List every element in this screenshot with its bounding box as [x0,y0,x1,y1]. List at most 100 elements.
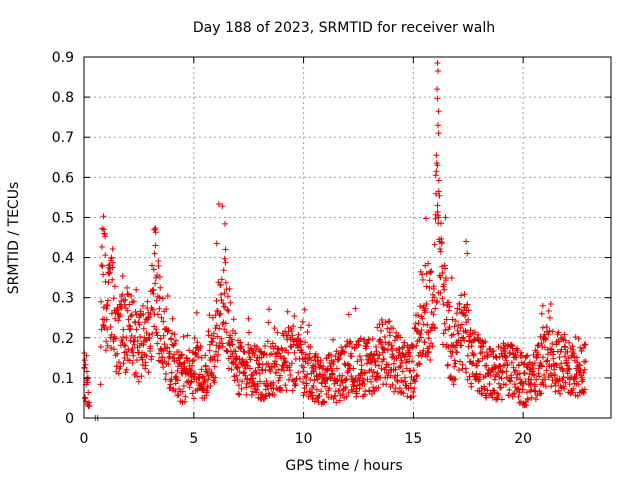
data-point [160,347,167,354]
y-tick-label: 0.7 [52,130,74,146]
data-point [182,393,189,400]
data-point [435,214,442,221]
data-point [556,338,563,345]
data-point [513,375,520,381]
data-point [392,366,399,373]
data-point [438,220,444,227]
data-point [314,376,321,383]
data-point [451,323,458,330]
data-point [334,365,340,372]
data-point [127,313,134,320]
data-point [448,353,455,360]
data-point [436,238,443,245]
data-point [364,339,371,346]
data-point [326,385,333,392]
data-point [189,362,195,369]
data-point [108,254,115,261]
data-point [222,320,229,327]
data-point [552,388,559,395]
data-point [434,60,441,66]
data-point [83,368,90,375]
data-point [291,349,298,356]
data-point [312,350,319,357]
data-point [165,327,172,334]
data-point [409,358,416,365]
data-point [526,366,533,373]
data-point [189,390,196,397]
data-point [221,255,228,262]
data-point [191,335,198,341]
data-point [531,360,538,366]
data-point [539,363,545,370]
data-point [124,307,131,314]
data-point [472,374,479,381]
data-point [264,383,271,390]
data-point [406,353,413,360]
data-point [223,347,230,354]
data-point [103,301,110,308]
data-point [430,286,437,292]
data-point [401,339,408,346]
x-tick-label: 10 [295,431,313,447]
data-point [306,322,312,329]
data-point [226,285,233,292]
data-point [100,271,107,278]
data-point [162,376,169,383]
data-point [169,330,175,337]
data-point [122,296,129,303]
data-point [525,376,532,383]
data-point [581,342,588,348]
data-point [399,344,406,351]
data-point [449,316,456,323]
data-point [306,350,313,357]
data-point [448,275,455,281]
data-point [502,381,509,388]
data-point [463,369,470,376]
data-point [430,311,437,318]
data-point [117,363,124,370]
data-point [349,388,356,395]
data-point [105,297,111,304]
data-point [407,368,414,374]
data-point [478,391,485,397]
data-point [175,392,182,399]
data-point [469,361,476,368]
data-point [531,372,538,379]
data-point [216,312,223,318]
data-point [271,325,278,332]
data-point [220,300,227,307]
data-point [354,358,361,365]
data-point [149,262,155,269]
data-point [120,326,127,333]
data-point [575,335,582,342]
data-point [353,393,360,400]
data-point [409,344,416,351]
data-point [462,327,469,334]
data-point [86,402,93,409]
data-point [443,316,450,323]
data-point [311,398,318,405]
data-point [257,348,264,355]
data-point [232,348,239,355]
data-point [238,343,245,350]
data-point [490,348,497,354]
data-point [152,229,159,236]
data-point [270,379,277,386]
data-point [542,336,549,343]
data-point [461,291,468,298]
data-point [348,386,355,393]
data-point [566,366,573,373]
data-point [412,320,419,327]
data-point [144,298,151,305]
data-point [345,311,352,318]
data-point [246,379,253,386]
data-point [275,377,282,384]
data-point [289,332,296,339]
y-tick-label: 0.4 [52,251,74,267]
data-point [134,357,140,364]
data-point [545,308,552,314]
data-point [443,275,449,282]
data-point [386,339,393,346]
data-point [280,362,287,369]
data-point [420,347,427,354]
